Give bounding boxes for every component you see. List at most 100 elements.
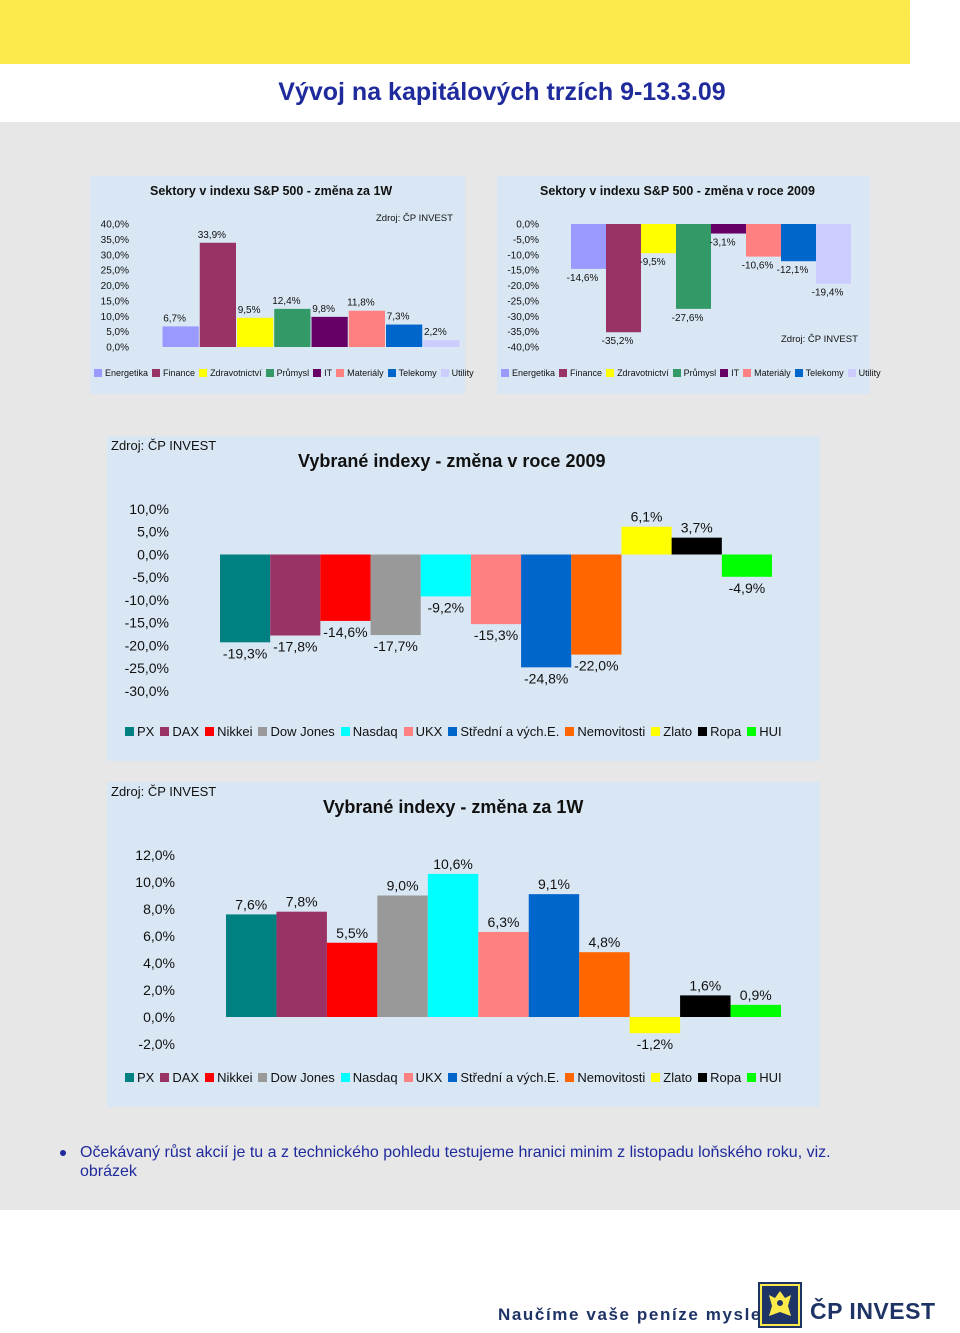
bar-pr-mysl	[274, 308, 311, 347]
bar-materi-ly	[348, 310, 385, 347]
chart-source: Zdroj: ČP INVEST	[111, 438, 217, 453]
legend-swatch	[651, 727, 661, 736]
legend-item: Telekomy	[794, 368, 844, 378]
top-yellow-band	[0, 0, 910, 64]
legend-item: Průmysl	[672, 368, 716, 378]
legend-item: Střední a vých.E.	[448, 724, 559, 739]
bar-hui	[730, 1004, 781, 1017]
data-label: 10,6%	[433, 856, 473, 872]
legend-label: Nemovitosti	[577, 1070, 646, 1085]
bar-it	[311, 316, 348, 347]
legend-item: UKX	[403, 1070, 443, 1085]
data-label: 9,1%	[538, 876, 570, 892]
data-label: 6,1%	[631, 509, 663, 525]
data-label: 5,5%	[336, 925, 368, 941]
legend-item: Nasdaq	[340, 1070, 398, 1085]
legend-item: Nasdaq	[340, 724, 398, 739]
y-tick-label: -5,0%	[132, 569, 169, 585]
legend-item: Materiály	[336, 368, 384, 378]
legend-item: PX	[125, 724, 154, 739]
y-tick-label: -15,0%	[507, 266, 539, 277]
top-yellow-band-corner	[880, 6, 910, 64]
legend-label: Zlato	[663, 724, 693, 739]
y-tick-label: -20,0%	[507, 281, 539, 292]
bar-dax	[270, 554, 321, 636]
legend-label: Nikkei	[217, 1070, 253, 1085]
legend-swatch	[565, 1073, 575, 1082]
bar-energetika	[571, 224, 606, 269]
bar-st-edn-a-v-ch-e-	[528, 894, 580, 1017]
data-label: -17,8%	[273, 638, 317, 654]
chart-plot: 0,0% -5,0% -10,0% -15,0% -20,0% -25,0% -30,0% -…	[507, 220, 851, 354]
bar-nasdaq	[420, 554, 471, 597]
data-label: -22,0%	[574, 658, 618, 674]
bar-pr-mysl	[676, 224, 711, 309]
legend-label: Ropa	[710, 1070, 742, 1085]
data-label: 7,6%	[235, 896, 267, 912]
legend-item: DAX	[160, 1070, 199, 1085]
y-tick-label: 10,0%	[101, 312, 129, 323]
data-label: -4,9%	[729, 580, 766, 596]
bar-dax	[276, 911, 327, 1017]
legend-label: UKX	[415, 724, 443, 739]
chart-source: Zdroj: ČP INVEST	[376, 213, 453, 224]
legend-item: HUI	[747, 1070, 782, 1085]
y-tick-label: 6,0%	[143, 928, 175, 944]
legend-item: Telekomy	[387, 368, 437, 378]
legend-swatch	[205, 727, 215, 736]
legend-label: UKX	[415, 1070, 443, 1085]
legend-swatch	[606, 369, 615, 377]
legend-label: Energetika	[105, 368, 149, 378]
legend-swatch	[199, 369, 208, 377]
chart-indexes-1w: Zdroj: ČP INVEST Vybrané indexy - změna …	[107, 782, 820, 1107]
legend-label: HUI	[759, 724, 782, 739]
y-tick-label: -10,0%	[507, 250, 539, 261]
legend-item: Nikkei	[205, 724, 252, 739]
legend-label: Zdravotnictví	[210, 368, 262, 378]
y-tick-label: -25,0%	[507, 296, 539, 307]
data-label: -9,5%	[639, 257, 665, 268]
legend-label: PX	[137, 1070, 155, 1085]
y-tick-label: 10,0%	[129, 501, 169, 517]
data-label: -15,3%	[474, 627, 518, 643]
legend-item: Zlato	[651, 724, 692, 739]
data-label: -10,6%	[742, 261, 774, 272]
legend-swatch	[313, 369, 322, 377]
logo-text: ČP INVEST	[810, 1298, 936, 1324]
legend-swatch	[651, 1073, 661, 1082]
chart-legend: PX DAX Nikkei Dow Jones Nasdaq UKX Střední a v…	[125, 724, 788, 739]
data-label: 7,8%	[286, 894, 318, 910]
y-tick-label: 30,0%	[101, 250, 129, 261]
legend-item: Ropa	[698, 724, 741, 739]
legend-swatch	[794, 369, 803, 377]
data-label: 0,9%	[740, 987, 772, 1003]
legend-label: Zdravotnictví	[617, 368, 669, 378]
chart-legend: Energetika Finance Zdravotnictví Průmysl IT M…	[94, 368, 478, 378]
bar-telekomy	[386, 324, 423, 347]
legend-label: DAX	[172, 724, 200, 739]
legend-swatch	[94, 369, 102, 377]
legend-swatch	[340, 727, 350, 736]
y-tick-label: 25,0%	[101, 266, 129, 277]
data-label: -27,6%	[672, 313, 704, 324]
legend-item: Nemovitosti	[565, 1070, 645, 1085]
bar-ukx	[478, 931, 529, 1017]
y-tick-label: -15,0%	[125, 615, 169, 631]
bar-ukx	[470, 554, 522, 625]
legend-label: Finance	[570, 368, 603, 378]
bar-hui	[721, 554, 772, 577]
y-tick-label: 40,0%	[101, 220, 129, 231]
bar-dow-jones	[370, 554, 421, 636]
y-tick-label: -2,0%	[138, 1036, 175, 1052]
legend-label: Nasdaq	[352, 1070, 398, 1085]
bar-nikkei	[320, 554, 371, 621]
data-label: -19,4%	[812, 288, 844, 299]
data-label: 1,6%	[689, 977, 721, 993]
chart-title: Sektory v indexu S&P 500 - změna v roce …	[540, 184, 815, 198]
legend-item: Finance	[152, 368, 195, 378]
legend-label: Průmysl	[276, 368, 310, 378]
legend-label: Zlato	[663, 1070, 693, 1085]
data-label: -14,6%	[567, 273, 599, 284]
legend-label: PX	[137, 724, 155, 739]
bar-materi-ly	[746, 224, 781, 257]
